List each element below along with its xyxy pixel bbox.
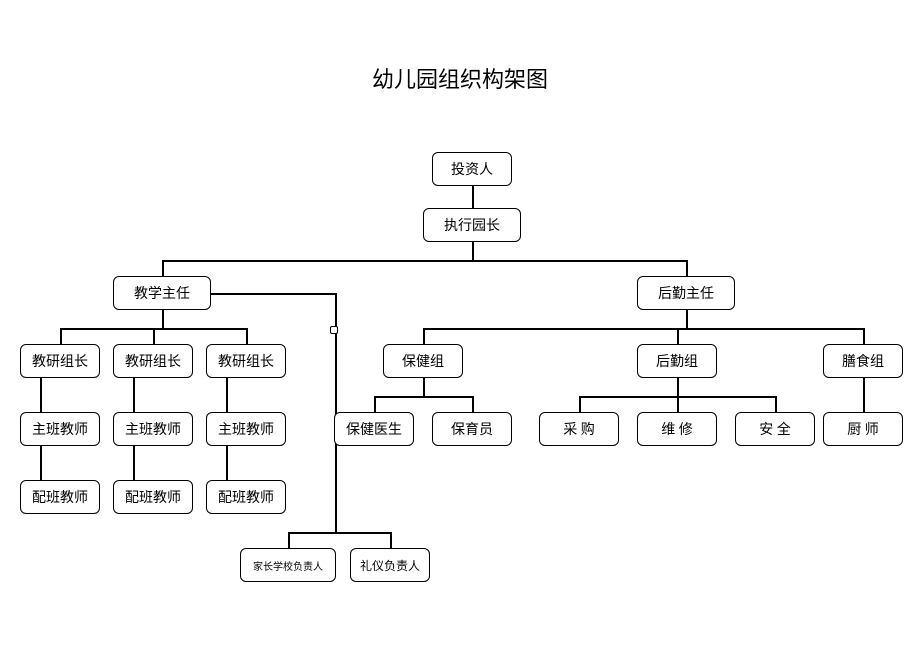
node-health_grp: 保健组	[383, 344, 463, 378]
connector-line	[162, 260, 686, 262]
connector-line	[423, 328, 863, 330]
connector-line	[390, 532, 392, 548]
connector-line	[863, 328, 865, 344]
connector-line	[40, 446, 42, 480]
connector-line	[133, 446, 135, 480]
node-at1: 配班教师	[20, 480, 100, 514]
node-logi_dir: 后勤主任	[637, 276, 735, 310]
connector-line	[472, 396, 474, 412]
node-mt2: 主班教师	[113, 412, 193, 446]
connector-line	[211, 293, 335, 295]
connector-line	[423, 328, 425, 344]
node-chef: 厨 师	[823, 412, 903, 446]
connector-line	[162, 310, 164, 328]
connector-line	[775, 396, 777, 412]
connector-line	[374, 396, 376, 412]
connector-line	[579, 396, 581, 412]
connector-line	[677, 396, 679, 412]
node-doctor: 保健医生	[334, 412, 414, 446]
connector-line	[423, 378, 425, 396]
connector-line	[226, 378, 228, 412]
connector-line	[40, 378, 42, 412]
connector-line	[288, 532, 390, 534]
node-repair: 维 修	[637, 412, 717, 446]
connector-line	[686, 310, 688, 328]
node-at3: 配班教师	[206, 480, 286, 514]
connector-line	[226, 446, 228, 480]
node-principal: 执行园长	[423, 208, 521, 242]
node-parent_school: 家长学校负责人	[240, 548, 336, 582]
node-teach_dir: 教学主任	[113, 276, 211, 310]
org-chart-canvas: 幼儿园组织构架图 投资人执行园长教学主任后勤主任教研组长教研组长教研组长主班教师…	[0, 0, 920, 651]
node-etiquette: 礼仪负责人	[350, 548, 430, 582]
connector-line	[472, 186, 474, 208]
connector-line	[153, 328, 155, 344]
connector-line	[246, 328, 248, 344]
center-marker	[330, 326, 338, 334]
connector-line	[162, 260, 164, 276]
connector-line	[60, 328, 62, 344]
connector-line	[677, 378, 679, 396]
connector-line	[374, 396, 472, 398]
node-nurse: 保育员	[432, 412, 512, 446]
node-mt3: 主班教师	[206, 412, 286, 446]
node-mt1: 主班教师	[20, 412, 100, 446]
node-tg2: 教研组长	[113, 344, 193, 378]
connector-line	[863, 378, 865, 412]
node-investor: 投资人	[432, 152, 512, 186]
connector-line	[677, 328, 679, 344]
node-purchase: 采 购	[539, 412, 619, 446]
connector-line	[133, 378, 135, 412]
connector-line	[288, 532, 290, 548]
node-safety: 安 全	[735, 412, 815, 446]
node-food_grp: 膳食组	[823, 344, 903, 378]
connector-line	[686, 260, 688, 276]
node-at2: 配班教师	[113, 480, 193, 514]
node-tg3: 教研组长	[206, 344, 286, 378]
connector-line	[472, 242, 474, 260]
connector-line	[335, 293, 337, 310]
node-logi_grp: 后勤组	[637, 344, 717, 378]
chart-title: 幼儿园组织构架图	[0, 62, 920, 94]
node-tg1: 教研组长	[20, 344, 100, 378]
